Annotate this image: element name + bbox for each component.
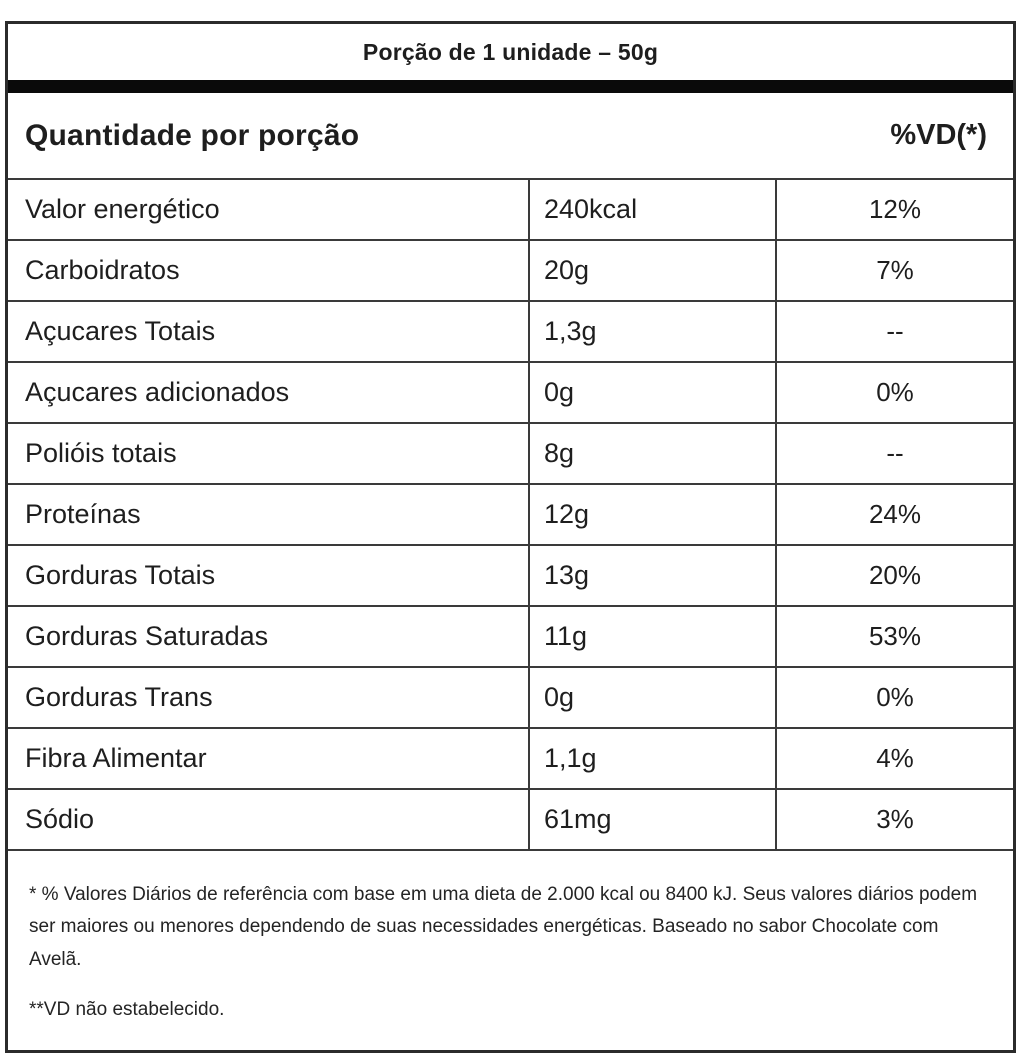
- nutrient-row: Valor energético 240kcal 12%: [8, 178, 1013, 239]
- daily-value-header: %VD(*): [890, 119, 987, 151]
- serving-size-row: Porção de 1 unidade – 50g: [8, 24, 1013, 80]
- nutrient-row: Polióis totais 8g --: [8, 422, 1013, 483]
- nutrient-dv: 0%: [775, 363, 1013, 422]
- nutrient-value: 12g: [528, 485, 775, 544]
- nutrient-dv: 4%: [775, 729, 1013, 788]
- nutrient-row: Proteínas 12g 24%: [8, 483, 1013, 544]
- nutrient-row: Gorduras Totais 13g 20%: [8, 544, 1013, 605]
- footnotes: * % Valores Diários de referência com ba…: [8, 849, 1013, 1050]
- nutrient-label: Fibra Alimentar: [25, 743, 207, 773]
- nutrition-label-page: Porção de 1 unidade – 50g Quantidade por…: [5, 21, 1016, 1053]
- nutrient-dv: 7%: [775, 241, 1013, 300]
- nutrient-dv: 24%: [775, 485, 1013, 544]
- nutrient-label: Açucares adicionados: [25, 377, 290, 407]
- nutrient-label: Proteínas: [25, 499, 141, 529]
- nutrient-value: 11g: [528, 607, 775, 666]
- daily-values-footnote: * % Valores Diários de referência com ba…: [29, 884, 978, 970]
- nutrient-value: 13g: [528, 546, 775, 605]
- nutrient-row: Açucares Totais 1,3g --: [8, 300, 1013, 361]
- nutrient-dv: 20%: [775, 546, 1013, 605]
- nutrient-value: 8g: [528, 424, 775, 483]
- nutrient-value: 240kcal: [528, 180, 775, 239]
- nutrient-label: Gorduras Saturadas: [25, 621, 269, 651]
- nutrient-dv: 53%: [775, 607, 1013, 666]
- nutrition-table: Porção de 1 unidade – 50g Quantidade por…: [5, 21, 1016, 1053]
- nutrient-value: 1,3g: [528, 302, 775, 361]
- nutrient-value: 0g: [528, 668, 775, 727]
- separator-bar: [8, 80, 1013, 93]
- nutrient-label: Polióis totais: [25, 438, 177, 468]
- nutrient-label: Açucares Totais: [25, 316, 216, 346]
- column-header-row: Quantidade por porção %VD(*): [8, 93, 1013, 178]
- nutrient-value: 0g: [528, 363, 775, 422]
- nutrient-dv: --: [775, 302, 1013, 361]
- nutrient-row: Gorduras Trans 0g 0%: [8, 666, 1013, 727]
- nutrient-rows: Valor energético 240kcal 12% Carboidrato…: [8, 178, 1013, 849]
- nutrient-row: Carboidratos 20g 7%: [8, 239, 1013, 300]
- nutrient-dv: 12%: [775, 180, 1013, 239]
- nutrient-row: Açucares adicionados 0g 0%: [8, 361, 1013, 422]
- nutrient-label: Carboidratos: [25, 255, 180, 285]
- nutrient-value: 61mg: [528, 790, 775, 849]
- serving-size-title: Porção de 1 unidade – 50g: [362, 38, 659, 65]
- nutrient-value: 20g: [528, 241, 775, 300]
- nutrient-dv: --: [775, 424, 1013, 483]
- nutrient-dv: 0%: [775, 668, 1013, 727]
- nutrient-label: Valor energético: [25, 194, 220, 224]
- nutrient-dv: 3%: [775, 790, 1013, 849]
- nutrient-row: Sódio 61mg 3%: [8, 788, 1013, 849]
- amount-per-serving-header: Quantidade por porção: [25, 118, 360, 152]
- nutrient-label: Gorduras Totais: [25, 560, 216, 590]
- nutrient-row: Fibra Alimentar 1,1g 4%: [8, 727, 1013, 788]
- nutrient-value: 1,1g: [528, 729, 775, 788]
- nutrient-label: Gorduras Trans: [25, 682, 213, 712]
- nutrient-label: Sódio: [25, 804, 95, 834]
- dv-not-established-footnote: **VD não estabelecido.: [29, 998, 225, 1020]
- nutrient-row: Gorduras Saturadas 11g 53%: [8, 605, 1013, 666]
